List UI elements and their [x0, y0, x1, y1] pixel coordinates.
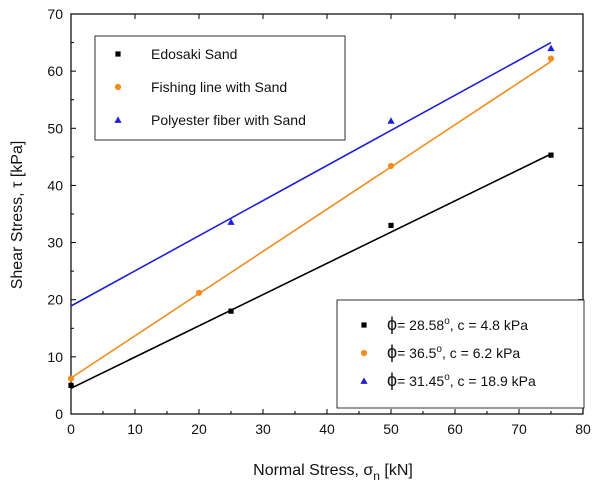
legend-series-box — [94, 35, 346, 141]
y-tick-label: 30 — [47, 235, 63, 251]
x-axis-title-unit: [kN] — [380, 462, 413, 479]
legend-fits-box — [336, 299, 585, 409]
fit-legend-label: ϕ= 31.45o, c = 18.9 kPa — [387, 370, 536, 390]
x-tick-label: 20 — [191, 421, 207, 437]
legend-marker — [115, 51, 121, 57]
data-point — [547, 55, 555, 62]
x-tick-label: 60 — [447, 421, 463, 437]
y-tick-label: 10 — [47, 349, 63, 365]
fit-legend-marker — [360, 377, 368, 384]
fit-line — [70, 41, 552, 307]
fit-line — [70, 60, 552, 379]
data-point — [387, 117, 395, 124]
x-tick-label: 80 — [575, 421, 591, 437]
data-point — [67, 375, 75, 382]
legend-marker — [114, 83, 122, 91]
data-point — [388, 222, 394, 229]
data-point — [228, 308, 234, 314]
data-point — [195, 289, 203, 296]
axis-ticks: 0 10 20 30 40 50 60 70 80 0 10 20 30 40 50 60 70 — [47, 6, 591, 437]
y-axis-title: Shear Stress, τ [kPa] — [9, 141, 26, 290]
x-tick-label: 40 — [319, 421, 335, 437]
fit-legend-label: ϕ= 28.58o, c = 4.8 kPa — [387, 314, 528, 334]
fit-lines — [70, 41, 552, 390]
data-point — [387, 162, 395, 170]
data-point — [548, 152, 554, 158]
x-tick-label: 50 — [383, 421, 399, 437]
y-tick-label: 50 — [47, 120, 63, 136]
fit-legend-marker — [361, 322, 367, 328]
data-point — [547, 44, 555, 52]
x-axis-title-main: Normal Stress, σ — [253, 462, 373, 479]
legend-marker — [114, 116, 122, 123]
x-tick-label: 30 — [255, 421, 271, 437]
legend-fits: ϕ= 28.58o, c = 4.8 kPa ϕ= 36.5o, c = 6.2 … — [336, 299, 585, 409]
x-axis-title-sub: n — [373, 469, 380, 483]
fit-legend-label: ϕ= 36.5o, c = 6.2 kPa — [387, 342, 520, 362]
data-point — [68, 382, 74, 389]
legend-series: Edosaki Sand Fishing line with Sand Polyes… — [94, 35, 346, 141]
legend-label: Edosaki Sand — [151, 46, 237, 62]
x-axis-title: Normal Stress, σn [kN] — [253, 462, 413, 483]
x-tick-label: 10 — [127, 421, 143, 437]
y-tick-label: 70 — [47, 6, 63, 22]
fit-line — [70, 153, 552, 390]
x-tick-label: 70 — [511, 421, 527, 437]
data-point — [227, 218, 235, 225]
y-tick-label: 60 — [47, 63, 63, 79]
x-tick-label: 0 — [67, 421, 75, 437]
legend-label: Fishing line with Sand — [151, 79, 287, 95]
y-tick-label: 40 — [47, 177, 63, 193]
fit-legend-marker — [360, 349, 368, 357]
y-tick-label: 0 — [55, 406, 63, 422]
y-tick-label: 20 — [47, 292, 63, 308]
data-points — [67, 44, 555, 389]
legend-label: Polyester fiber with Sand — [151, 112, 306, 128]
